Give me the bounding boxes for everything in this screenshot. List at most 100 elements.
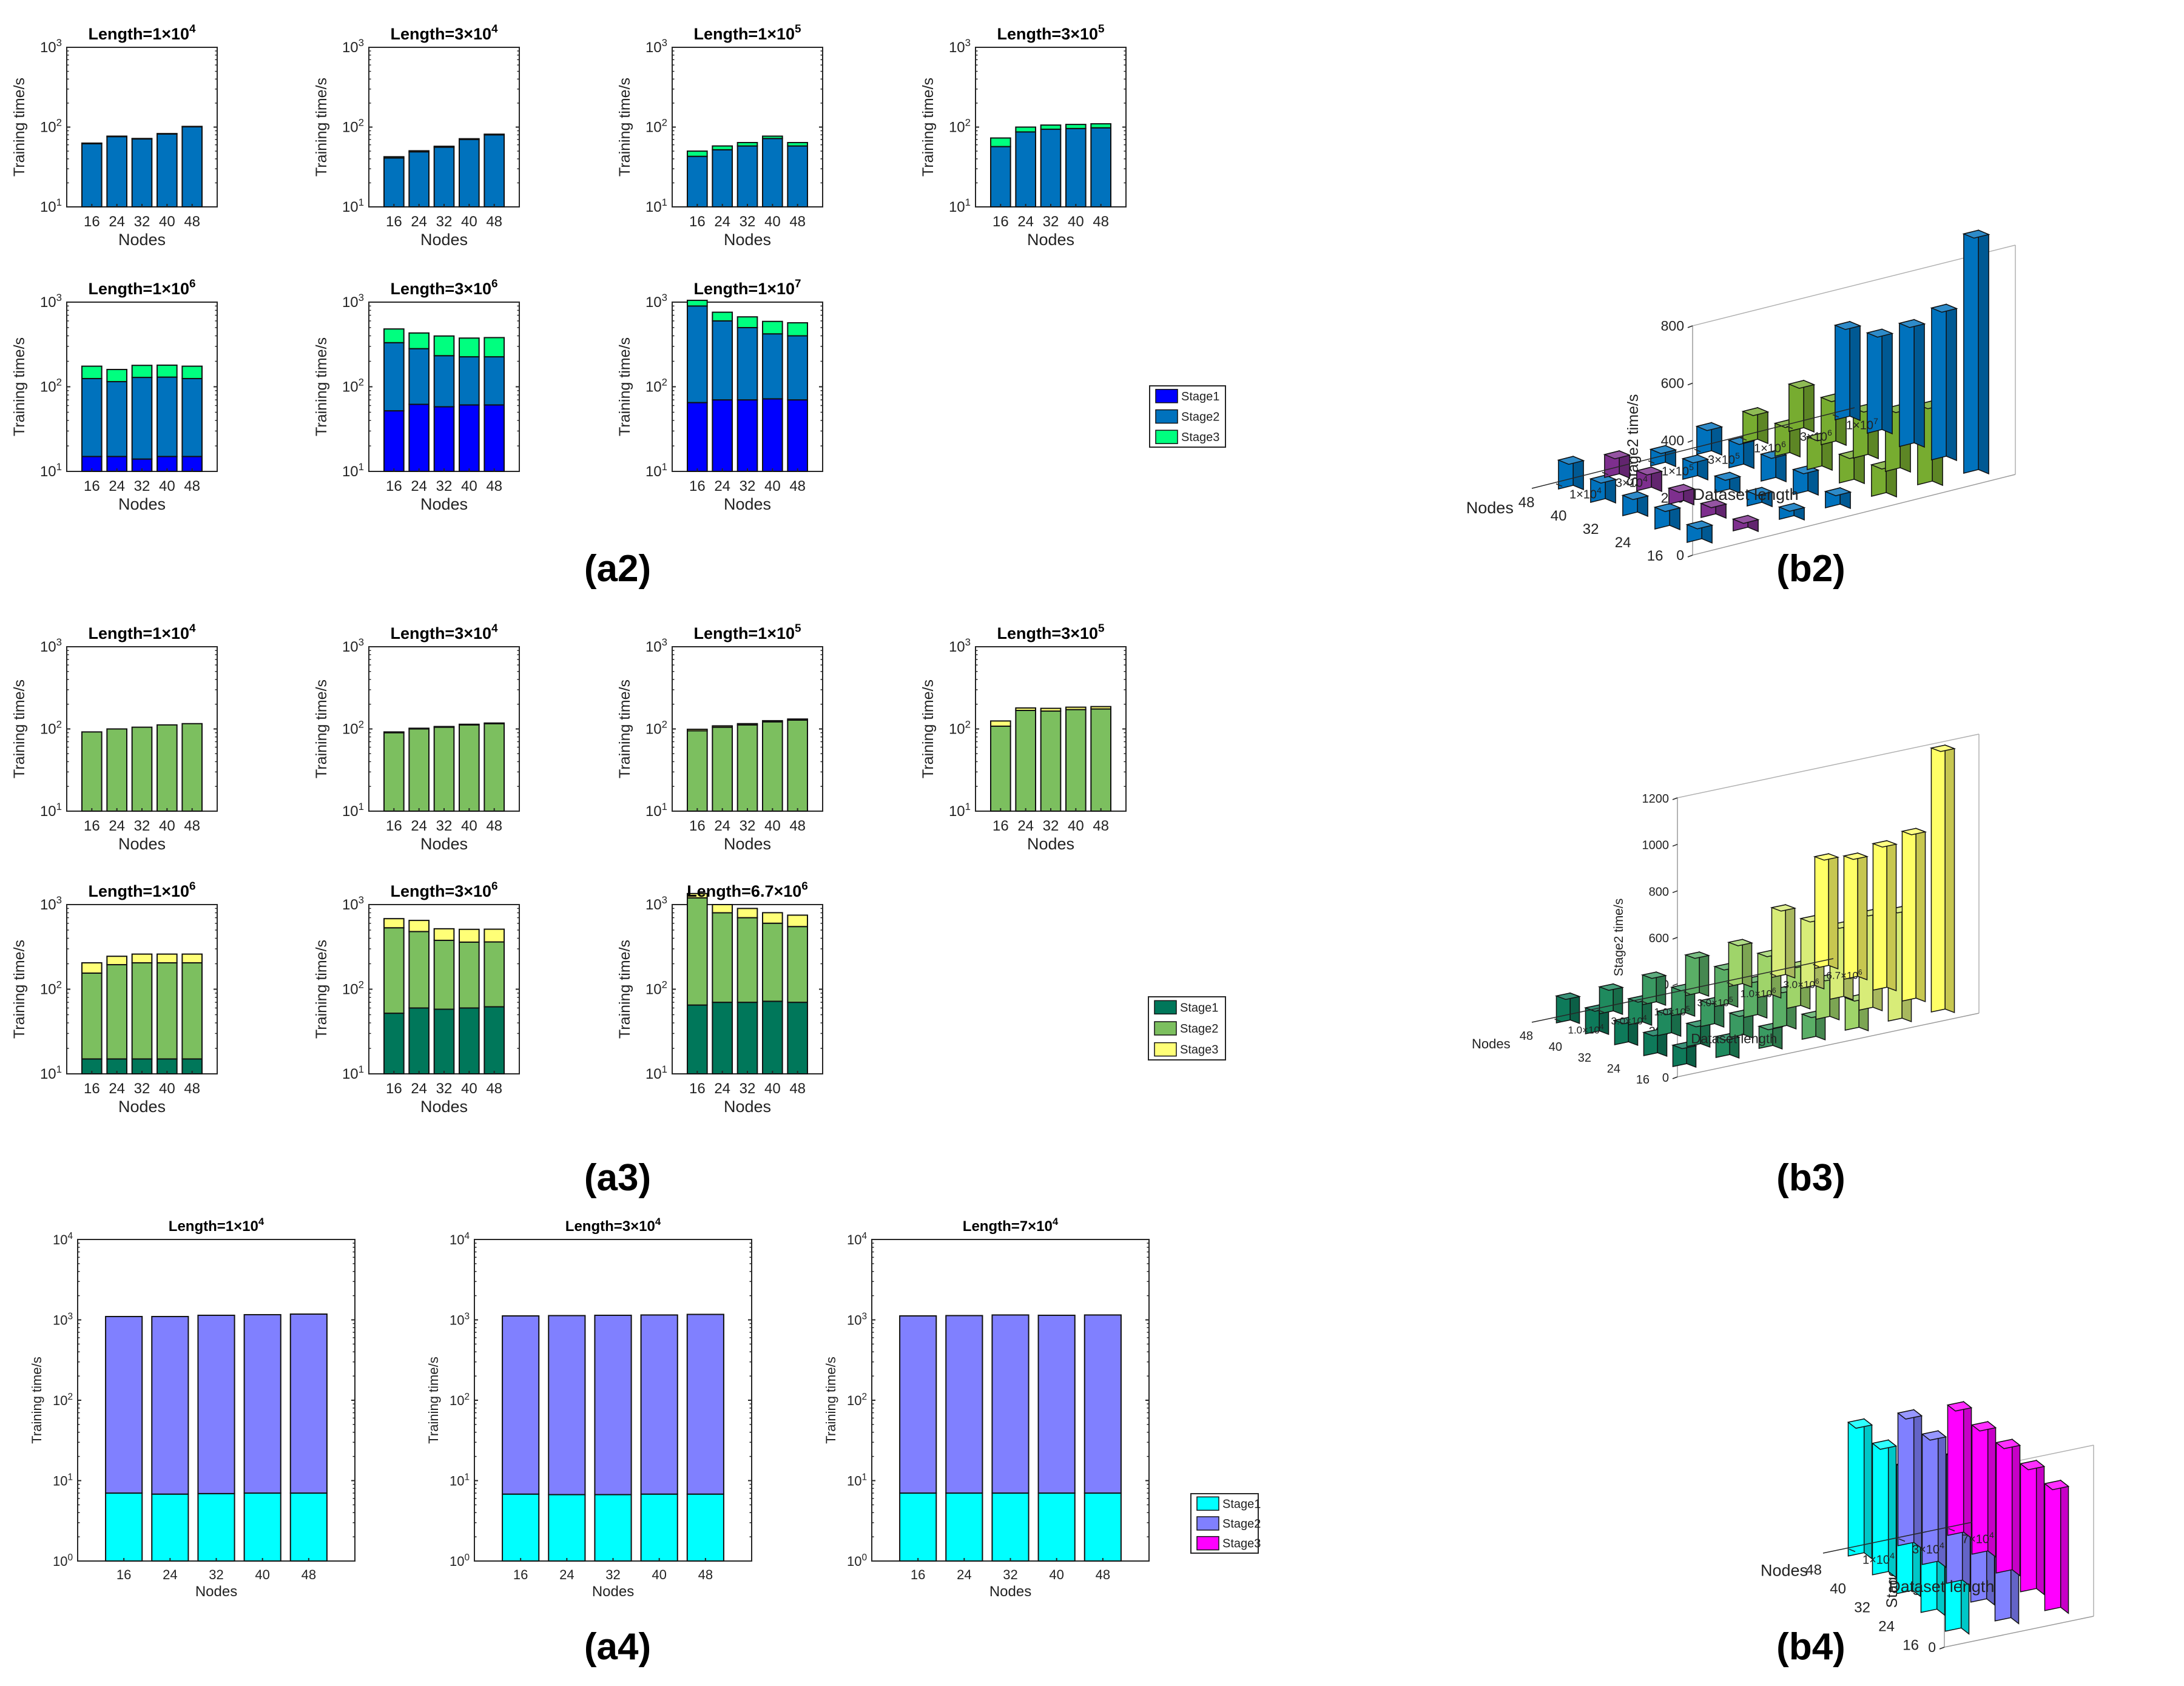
x-axis-label: Nodes: [1027, 231, 1074, 249]
y-axis-label: Training time/s: [823, 1357, 838, 1443]
z-tick: [1687, 555, 1693, 558]
z-tick: [1687, 440, 1693, 443]
bar-face-top: [1695, 422, 1724, 431]
bar-face-top: [1731, 514, 1760, 524]
bar3d-48-len5: [1770, 904, 1797, 979]
z-axis-label: Stage2 time/s: [1612, 899, 1626, 976]
bar-face-top: [1713, 471, 1742, 481]
chart-title: Length=6.7×106: [687, 880, 808, 900]
bar3d-48-len2: [1640, 971, 1668, 1007]
x-tick-label: 48: [184, 214, 200, 230]
bar-stage3-24: [408, 727, 430, 730]
bar-stage2-48: [181, 377, 203, 457]
chart-a2-6: 101 102 103 16 24 32 40 48 Nodes Training time/s L…: [313, 278, 520, 513]
bar-face-front: [1947, 1401, 1964, 1536]
bar-stage2-16: [383, 732, 405, 812]
bar-stage1-32: [433, 1008, 455, 1075]
caption-b4: (b4): [1776, 1626, 1845, 1668]
y-tick-label: 101: [342, 801, 364, 820]
bar-stage2-40: [762, 721, 783, 812]
legend-label-stage2: Stage2: [1180, 1022, 1218, 1036]
bar-stage2-40: [459, 941, 480, 1009]
bar3d-40-len0: [1589, 474, 1617, 504]
bar3d-32-len1: [1667, 484, 1696, 506]
bar-face-top: [1640, 971, 1668, 979]
x-tick-label: 40: [1068, 214, 1084, 230]
bar-stage2-40: [1037, 1314, 1076, 1494]
y-tick-label: 101: [645, 1064, 667, 1082]
chart-a3-7: 101 102 103 16 24 32 40 48 Nodes Training time/s L…: [616, 880, 823, 1116]
chart-a4-3: 100 101 102 103 104 16 24 32 40 48 Nodes Training t…: [823, 1216, 1150, 1600]
x-tick-label: 48: [789, 1081, 806, 1097]
chart-a2-5: 101 102 103 16 24 32 40 48 Nodes Training time/s L…: [11, 278, 218, 513]
bar-stage1-32: [594, 1494, 632, 1562]
y-tick-label: 102: [40, 376, 62, 395]
y-tick-label: 103: [949, 636, 971, 655]
y-tick-label: 104: [847, 1231, 867, 1247]
bar-stage3-40: [157, 953, 178, 964]
bar3d-32-len6: [1871, 840, 1898, 992]
bar-stage3-40: [762, 720, 783, 723]
bar-stage3-16: [990, 720, 1011, 727]
length-tick-label: 1×105: [1662, 462, 1694, 478]
z-tick: [1687, 325, 1693, 328]
x-tick-label: 32: [436, 214, 453, 230]
bar3d-24-len2: [1745, 487, 1774, 508]
x-axis-label: Nodes: [724, 231, 771, 249]
bar3d-48-len4: [1741, 406, 1770, 445]
x-tick-label: 40: [764, 1081, 781, 1097]
y-tick-label: 103: [342, 636, 364, 655]
x-tick-label: 32: [134, 478, 150, 494]
bar-face-top: [1871, 1439, 1898, 1450]
bar-stage1-40: [243, 1492, 281, 1562]
legend-swatch-stage2: [1196, 1516, 1219, 1531]
y-tick-label: 103: [342, 292, 364, 311]
y-tick-label: 100: [450, 1553, 470, 1569]
bar-stage2-48: [787, 926, 808, 1003]
bar-stage3-16: [687, 729, 708, 732]
y-axis-label: Training time/s: [11, 78, 28, 177]
node-tick-label: 48: [1805, 1562, 1822, 1579]
bar-face-side: [1849, 320, 1861, 422]
legend-a3: Stage1 Stage2 Stage3: [1148, 996, 1226, 1060]
length-tick-label: 1.0×104: [1568, 1022, 1604, 1036]
caption-a3: (a3): [584, 1157, 651, 1199]
length-axis-line: [1822, 1522, 1973, 1554]
y-tick-label: 100: [53, 1553, 73, 1569]
bar-stage2-24: [408, 728, 430, 812]
bar-stage3-16: [383, 328, 405, 343]
x-tick-label: 48: [302, 1567, 316, 1582]
bar-face-side: [1857, 852, 1868, 981]
x-tick-label: 24: [714, 818, 730, 834]
length-tick: [1640, 1000, 1647, 1004]
legend-swatch-stage3: [1196, 1536, 1219, 1551]
panel-captions: (a2) (b2) (a3) (b3) (a4) (b4): [584, 548, 1845, 1668]
y-tick-label: 101: [40, 461, 62, 480]
chart-title: Length=3×105: [997, 622, 1104, 642]
z-tick-label: 600: [1649, 932, 1669, 945]
x-axis-label: Nodes: [118, 495, 166, 513]
x-tick-label: 48: [1093, 214, 1109, 230]
bar-stage3-48: [484, 928, 505, 943]
bar-stage3-16: [383, 156, 405, 159]
x-axis-label: Nodes: [1472, 1036, 1511, 1051]
bar-stage3-40: [157, 133, 178, 135]
x-tick-label: 32: [134, 1081, 150, 1097]
bar-stage2-48: [181, 723, 203, 812]
bar-face-top: [1847, 1418, 1873, 1429]
bar-stage1-48: [289, 1492, 328, 1562]
chart-a3-6: 101 102 103 16 24 32 40 48 Nodes Training time/s L…: [313, 880, 520, 1116]
node-tick-label: 40: [1549, 1040, 1562, 1054]
bar-stage2-32: [991, 1314, 1030, 1494]
bar-stage3-24: [1015, 126, 1036, 133]
bar3d-48-len0: [1554, 992, 1582, 1025]
node-tick-label: 16: [1903, 1637, 1919, 1654]
bar-stage2-24: [106, 381, 127, 457]
length-tick: [1786, 425, 1793, 430]
bar3d-48-len0: [1557, 456, 1585, 491]
bar-face-front: [2020, 1460, 2037, 1593]
bar-face-side: [1742, 939, 1753, 988]
bar3d-40-len6: [1866, 328, 1894, 435]
bar-stage3-32: [736, 908, 758, 919]
y-tick-label: 103: [847, 1311, 867, 1327]
